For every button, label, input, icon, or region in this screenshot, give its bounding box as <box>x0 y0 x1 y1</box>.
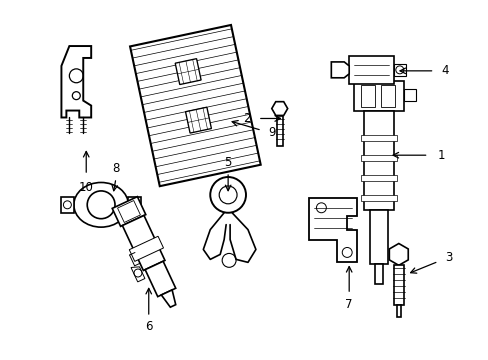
Polygon shape <box>112 197 145 226</box>
Polygon shape <box>129 236 163 261</box>
Polygon shape <box>331 62 348 78</box>
Text: 5: 5 <box>224 156 231 168</box>
Text: 3: 3 <box>444 251 451 264</box>
Bar <box>360 85 374 107</box>
Text: 10: 10 <box>79 181 94 194</box>
Ellipse shape <box>74 183 128 227</box>
Text: 9: 9 <box>267 126 275 139</box>
Text: 1: 1 <box>437 149 444 162</box>
Bar <box>393 265 403 305</box>
Bar <box>396 305 400 317</box>
Polygon shape <box>271 102 287 116</box>
Polygon shape <box>185 107 211 133</box>
Bar <box>360 195 396 201</box>
Text: 6: 6 <box>145 320 152 333</box>
Polygon shape <box>122 216 164 270</box>
Bar <box>353 81 403 111</box>
Text: 8: 8 <box>112 162 120 175</box>
Bar <box>360 175 396 181</box>
Polygon shape <box>61 197 74 213</box>
Text: 4: 4 <box>441 64 448 77</box>
Text: 7: 7 <box>345 297 352 311</box>
Polygon shape <box>161 290 175 307</box>
Bar <box>360 135 396 141</box>
Bar <box>374 264 382 284</box>
Bar <box>393 64 405 76</box>
Polygon shape <box>175 59 201 85</box>
Text: 2: 2 <box>243 112 250 125</box>
Bar <box>369 210 387 264</box>
Polygon shape <box>388 243 407 265</box>
Polygon shape <box>131 267 144 282</box>
Polygon shape <box>309 198 356 262</box>
Polygon shape <box>61 46 91 117</box>
Polygon shape <box>117 201 140 222</box>
Bar <box>276 117 282 146</box>
Polygon shape <box>130 25 260 186</box>
Bar <box>348 56 393 84</box>
Bar <box>403 89 415 100</box>
Polygon shape <box>145 261 175 297</box>
Polygon shape <box>128 197 141 213</box>
Bar <box>364 111 393 210</box>
Bar <box>380 85 394 107</box>
Bar <box>360 155 396 161</box>
